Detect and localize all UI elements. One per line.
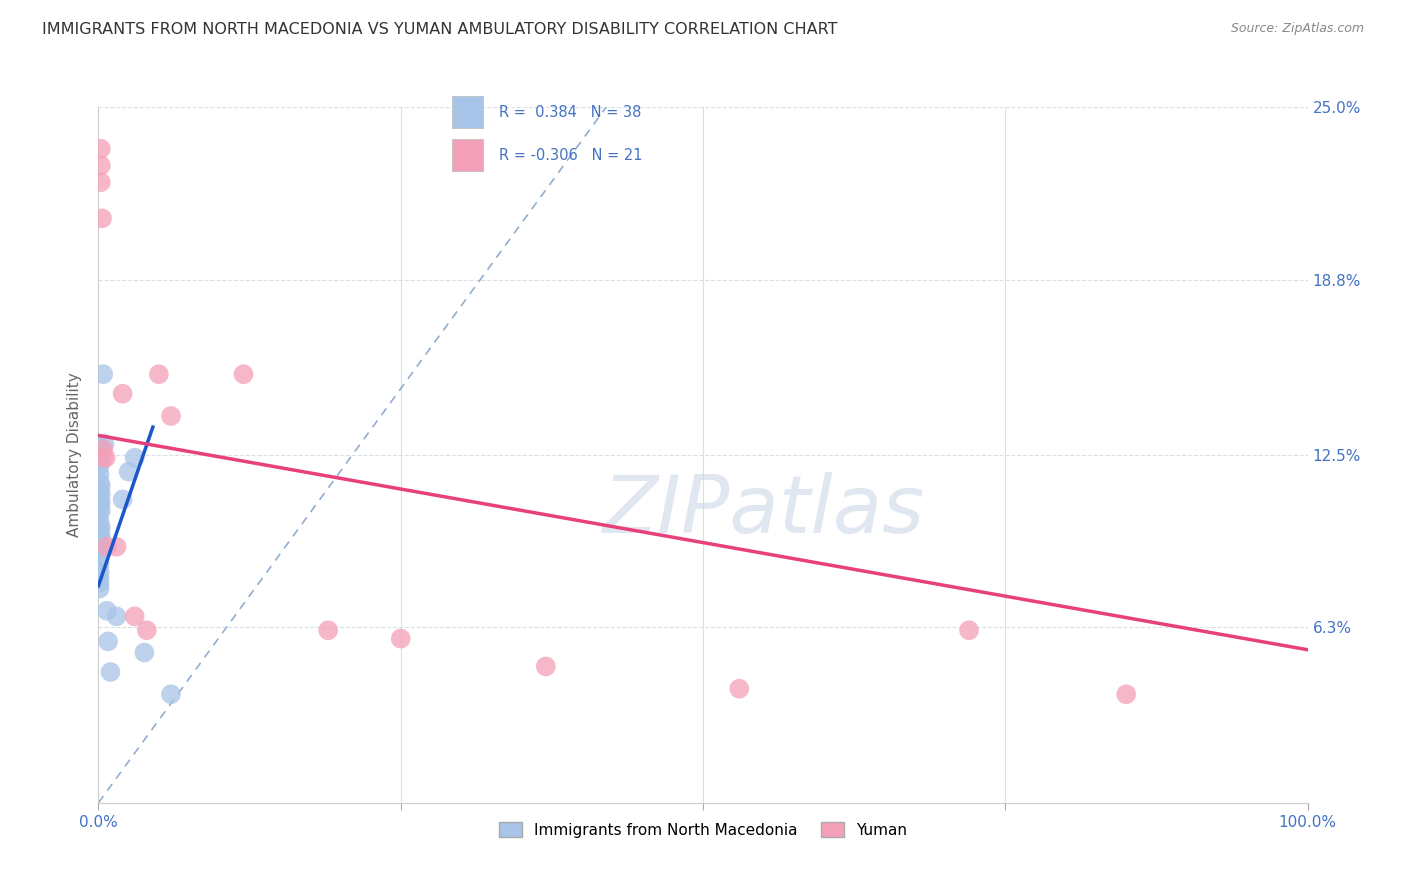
- Point: [135, 624, 157, 638]
- Point: [89, 570, 111, 584]
- Point: [111, 492, 134, 507]
- Point: [89, 458, 111, 473]
- Point: [89, 498, 111, 512]
- Point: [1115, 687, 1137, 701]
- Text: Source: ZipAtlas.com: Source: ZipAtlas.com: [1230, 22, 1364, 36]
- Point: [96, 540, 118, 554]
- Text: IMMIGRANTS FROM NORTH MACEDONIA VS YUMAN AMBULATORY DISABILITY CORRELATION CHART: IMMIGRANTS FROM NORTH MACEDONIA VS YUMAN…: [42, 22, 838, 37]
- Point: [124, 450, 146, 465]
- Point: [89, 484, 111, 499]
- Point: [728, 681, 751, 696]
- Point: [89, 557, 111, 571]
- Point: [160, 687, 183, 701]
- Point: [91, 442, 114, 457]
- Point: [89, 467, 111, 482]
- Point: [89, 565, 111, 579]
- Point: [94, 450, 117, 465]
- Point: [111, 386, 134, 401]
- Point: [100, 665, 122, 679]
- Point: [93, 437, 115, 451]
- Point: [89, 475, 111, 490]
- Point: [91, 450, 114, 465]
- Point: [957, 624, 980, 638]
- Point: [89, 542, 111, 557]
- FancyBboxPatch shape: [453, 96, 484, 128]
- Point: [89, 520, 111, 534]
- Point: [90, 478, 112, 492]
- Point: [90, 442, 112, 457]
- Point: [232, 368, 254, 382]
- Point: [89, 550, 111, 565]
- Point: [96, 604, 118, 618]
- Point: [89, 507, 111, 521]
- Point: [89, 576, 111, 591]
- Point: [90, 503, 112, 517]
- Legend: Immigrants from North Macedonia, Yuman: Immigrants from North Macedonia, Yuman: [494, 815, 912, 844]
- Point: [118, 465, 141, 479]
- Point: [91, 368, 114, 382]
- Text: ZIPatlas: ZIPatlas: [602, 472, 925, 549]
- Point: [90, 487, 112, 501]
- Point: [89, 515, 111, 529]
- Y-axis label: Ambulatory Disability: Ambulatory Disability: [67, 373, 83, 537]
- Point: [90, 175, 112, 189]
- Point: [389, 632, 412, 646]
- Text: R =  0.384   N = 38: R = 0.384 N = 38: [499, 105, 641, 120]
- Point: [91, 211, 114, 226]
- Point: [89, 492, 111, 507]
- Point: [134, 646, 156, 660]
- FancyBboxPatch shape: [453, 139, 484, 171]
- Point: [148, 368, 170, 382]
- Point: [89, 582, 111, 596]
- Point: [90, 528, 112, 542]
- Point: [160, 409, 183, 423]
- Text: R = -0.306   N = 21: R = -0.306 N = 21: [499, 148, 643, 162]
- Point: [89, 528, 111, 542]
- Point: [97, 634, 120, 648]
- Point: [89, 440, 111, 454]
- Point: [316, 624, 339, 638]
- Point: [90, 495, 112, 509]
- Point: [124, 609, 146, 624]
- Point: [89, 537, 111, 551]
- Point: [90, 520, 112, 534]
- Point: [90, 159, 112, 173]
- Point: [89, 450, 111, 465]
- Point: [534, 659, 557, 673]
- Point: [90, 142, 112, 156]
- Point: [105, 609, 128, 624]
- Point: [105, 540, 128, 554]
